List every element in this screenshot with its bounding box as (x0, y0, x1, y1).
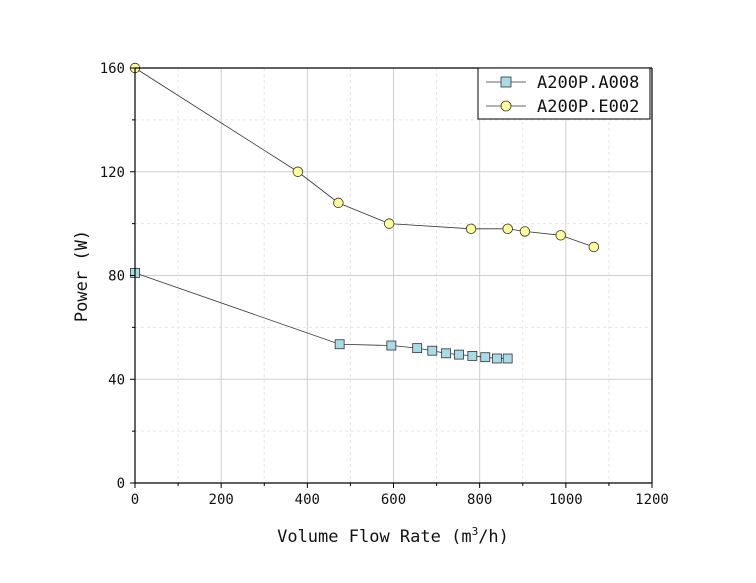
ticks: 0 200 400 600 800 1000 1200 0 40 80 120 160 (100, 61, 669, 508)
y-tick-label: 0 (117, 476, 125, 492)
series-layer (129, 62, 600, 364)
data-point-a200p-a008 (454, 349, 464, 360)
legend-marker-a008 (500, 76, 512, 88)
x-tick-label: 1000 (549, 492, 583, 508)
data-point-a200p-a008 (441, 348, 451, 359)
legend-label-a008: A200P.A008 (537, 73, 639, 93)
y-tick-label: 80 (108, 269, 125, 285)
series-a200p-e002 (129, 62, 600, 253)
x-tick-label: 200 (209, 492, 234, 508)
data-point-a200p-e002 (555, 230, 566, 241)
data-point-a200p-a008 (427, 345, 438, 356)
data-point-a200p-a008 (467, 351, 478, 361)
data-point-a200p-a008 (491, 353, 502, 364)
data-point-a200p-e002 (519, 226, 531, 237)
data-point-a200p-a008 (386, 340, 397, 351)
x-tick-label: 400 (295, 492, 320, 508)
y-tick-label: 120 (100, 165, 125, 181)
x-tick-label: 1200 (635, 492, 669, 508)
data-point-a200p-e002 (588, 241, 600, 253)
legend: A200P.A008 A200P.E002 (477, 67, 651, 120)
grid (135, 68, 652, 483)
y-axis-title: Power (W) (72, 230, 92, 322)
x-axis-title: Volume Flow Rate (m3/h) (277, 525, 509, 547)
series-a200p-a008 (130, 268, 513, 364)
series-line-a200p-a008 (134, 272, 508, 359)
data-point-a200p-e002 (333, 197, 344, 209)
x-tick-label: 800 (467, 492, 492, 508)
y-tick-label: 160 (100, 61, 125, 77)
x-tick-label: 600 (381, 492, 406, 508)
data-point-a200p-a008 (502, 353, 513, 364)
data-point-a200p-a008 (334, 339, 345, 350)
data-point-a200p-a008 (480, 352, 491, 363)
y-tick-label: 40 (108, 372, 125, 388)
data-point-a200p-e002 (383, 218, 395, 229)
legend-marker-e002 (500, 100, 512, 112)
data-point-a200p-a008 (412, 343, 423, 354)
data-point-a200p-e002 (292, 166, 304, 177)
legend-label-e002: A200P.E002 (537, 97, 639, 117)
data-point-a200p-e002 (502, 223, 513, 235)
data-point-a200p-e002 (465, 223, 477, 235)
x-tick-label: 0 (131, 492, 139, 508)
